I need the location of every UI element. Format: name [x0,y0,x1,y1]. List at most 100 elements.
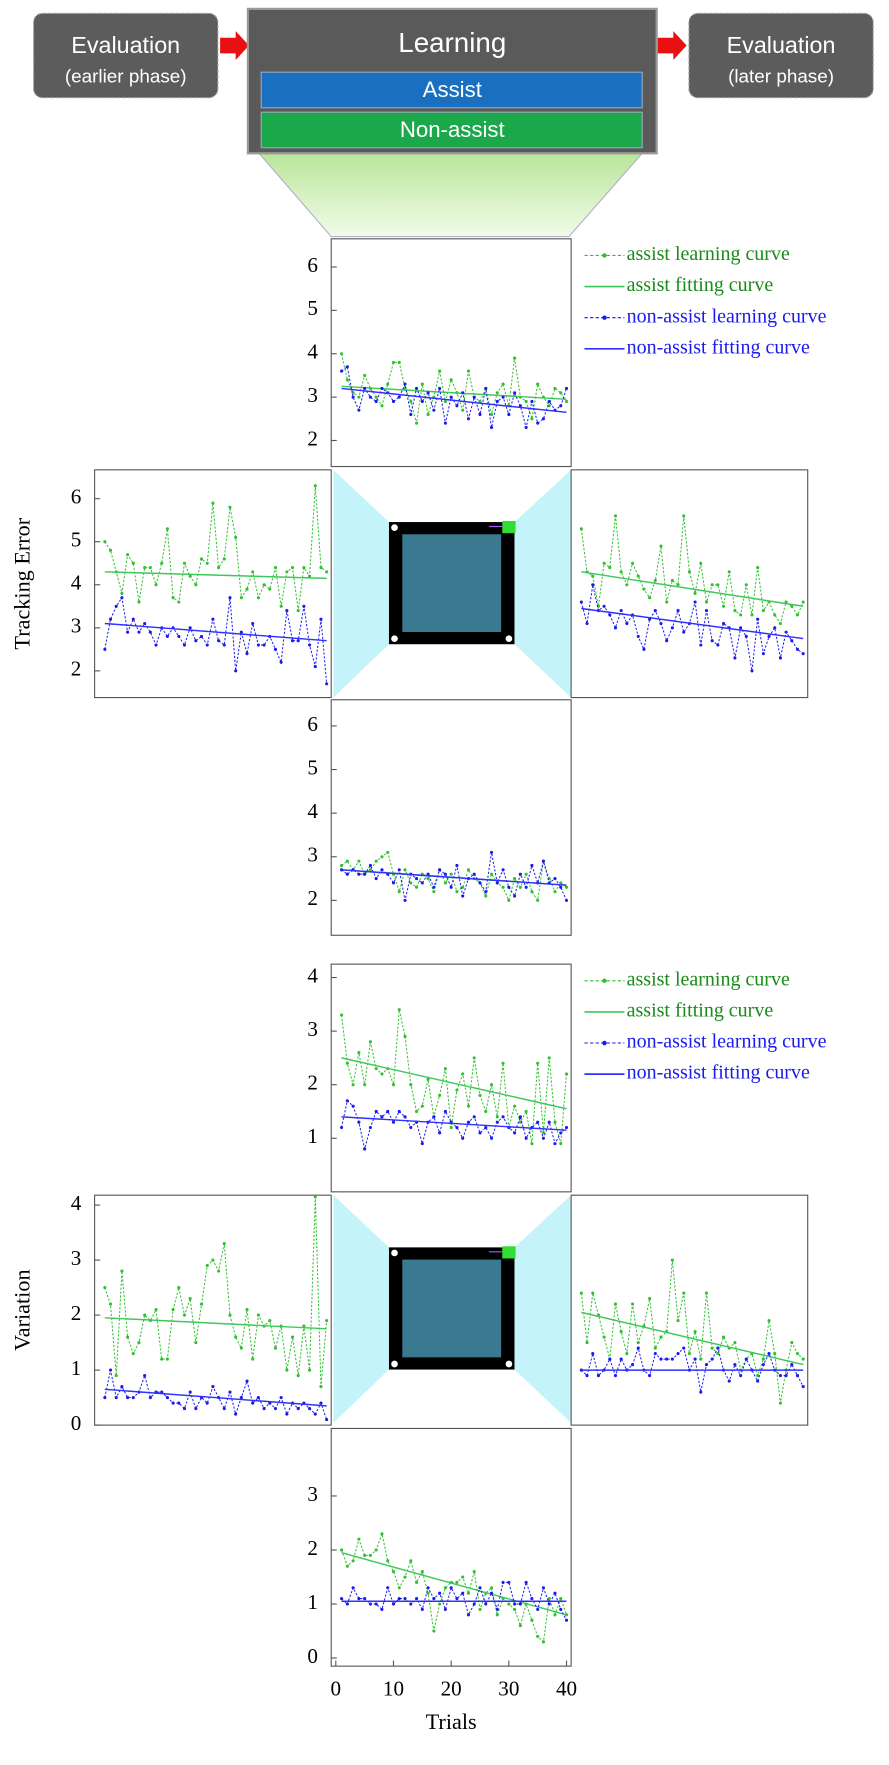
data-point [693,1330,697,1334]
data-point [659,621,663,626]
data-point [602,604,606,608]
data-point [665,1357,669,1361]
data-point [368,863,372,868]
data-point [461,1136,465,1140]
data-point [340,369,344,373]
data-point [368,1553,372,1557]
data-point [704,1363,709,1367]
data-point [357,395,361,399]
eval-right-title: Evaluation [727,32,836,58]
data-point [239,596,243,600]
y-tick-label: 6 [307,712,318,736]
data-point [308,1407,312,1411]
data-point [386,1559,390,1563]
data-point [541,1640,545,1644]
data-point [234,535,238,539]
data-point [374,1602,378,1606]
data-point [704,1291,709,1295]
plot-frame [330,699,572,936]
data-point [507,1602,511,1606]
data-point [733,609,737,613]
data-point [608,1357,612,1361]
data-point [559,1131,563,1135]
data-point [211,501,215,505]
fitting-curve [341,387,567,414]
fitting-curve [104,1388,327,1407]
data-point [733,1341,737,1345]
data-point [507,1580,511,1584]
data-point [211,1385,215,1389]
data-point [368,1125,372,1130]
data-point [345,1099,349,1103]
data-point [541,417,545,421]
data-point [351,395,355,399]
data-point [397,868,401,872]
data-point [478,1093,482,1097]
y-tick-label: 6 [71,485,82,509]
data-point [340,1125,344,1130]
screen-inner [402,534,502,633]
data-point [547,404,551,408]
data-point [205,561,209,565]
fitting-curve [581,607,804,640]
data-point [784,1374,788,1378]
data-point [443,1607,447,1611]
data-point [659,1335,663,1339]
data-point [489,1136,494,1140]
data-point [228,596,232,600]
data-point [455,404,459,408]
y-tick-label: 1 [307,1124,318,1148]
data-point [182,561,187,565]
data-point [495,881,499,885]
fitting-curve [341,1116,567,1131]
data-point [790,1363,794,1367]
data-point [285,609,289,613]
data-point [386,1586,390,1590]
data-point [380,1607,384,1611]
data-point [795,647,800,651]
data-point [507,898,511,902]
data-point [420,399,424,404]
projection [333,1195,389,1423]
data-point [443,1067,447,1071]
data-point [126,1335,130,1339]
y-tick-label: 0 [307,1644,318,1668]
legend-marker [602,978,607,984]
data-point [363,1553,367,1557]
data-point [756,617,760,621]
data-point [536,1607,540,1611]
data-point [699,561,703,565]
data-point [273,566,278,570]
data-point [420,1142,424,1146]
data-point [756,1379,760,1383]
data-point [489,1083,494,1087]
data-point [733,656,737,660]
y-tick-label: 3 [307,383,318,407]
data-point [455,863,459,868]
data-point [461,1575,465,1579]
y-tick-label: 4 [307,340,318,364]
data-point [693,591,697,595]
data-point [756,566,760,570]
data-point [670,626,674,630]
data-point [466,1613,471,1617]
data-point [374,1548,378,1552]
data-point [761,1363,765,1367]
data-point [279,660,283,664]
data-point [513,877,517,881]
data-point [228,505,232,509]
data-point [524,1580,528,1584]
zoom-funnel [257,152,644,238]
data-point [547,1597,551,1601]
data-point [285,1368,289,1372]
data-point [553,1142,557,1146]
data-point [495,1115,499,1119]
data-point [461,408,465,412]
arrow [220,31,250,60]
data-point [455,1088,459,1092]
data-point [478,1586,482,1590]
data-point [489,850,494,854]
data-point [630,561,635,565]
data-point [530,890,534,894]
